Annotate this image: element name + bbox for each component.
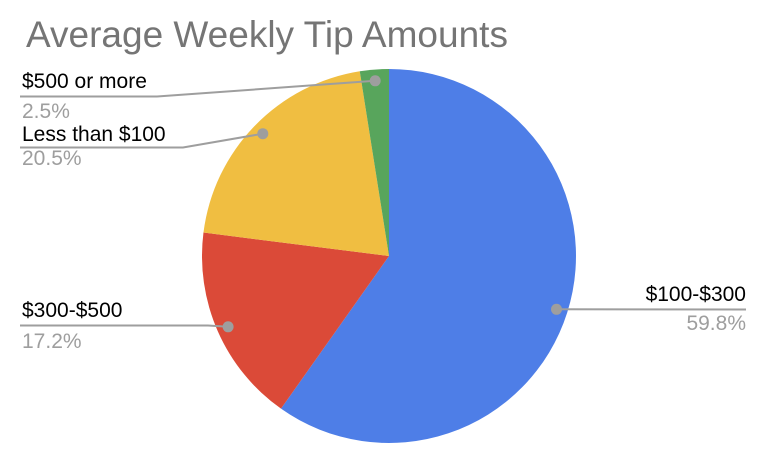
slice-percent-100-300: 59.8% bbox=[686, 312, 746, 335]
chart-title: Average Weekly Tip Amounts bbox=[26, 14, 508, 55]
slice-percent-500-or-more: 2.5% bbox=[22, 100, 70, 123]
pie-slice-less-than-100[interactable] bbox=[203, 71, 389, 256]
leader-line bbox=[20, 79, 376, 98]
slice-percent-less-than-100: 20.5% bbox=[22, 147, 82, 170]
slice-label-500-or-more: $500 or more bbox=[22, 70, 147, 93]
leader-line bbox=[20, 324, 229, 328]
pie-slice-100-300[interactable] bbox=[280, 69, 576, 444]
slice-label-300-500: $300-$500 bbox=[22, 299, 123, 322]
leader-dot bbox=[551, 303, 562, 315]
leader-dot bbox=[369, 75, 381, 87]
slice-label-100-300: $100-$300 bbox=[645, 283, 746, 306]
leader-dot bbox=[257, 128, 269, 140]
pie-slice-300-500[interactable] bbox=[201, 232, 389, 409]
leader-dot bbox=[222, 321, 234, 333]
slice-label-less-than-100: Less than $100 bbox=[22, 123, 166, 146]
leader-line bbox=[20, 132, 263, 149]
pie-slice-500-or-more[interactable] bbox=[359, 69, 389, 256]
slice-percent-300-500: 17.2% bbox=[22, 330, 82, 353]
